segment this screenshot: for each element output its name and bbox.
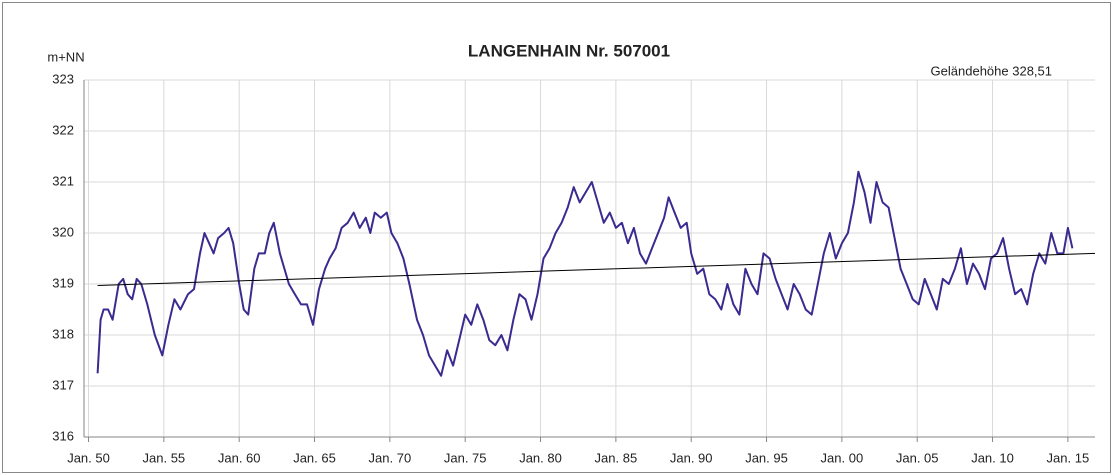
x-tick-label: Jan. 05 <box>896 450 939 465</box>
annotation: Geländehöhe 328,51 <box>931 63 1052 78</box>
x-tick-label: Jan. 60 <box>218 450 261 465</box>
x-tick-label: Jan. 00 <box>821 450 864 465</box>
chart-title: LANGENHAIN Nr. 507001 <box>468 41 670 60</box>
x-tick-label: Jan. 70 <box>369 450 412 465</box>
x-tick-label: Jan. 50 <box>67 450 110 465</box>
y-tick-label: 321 <box>52 173 74 188</box>
x-tick-label: Jan. 10 <box>971 450 1014 465</box>
trend-line <box>97 252 1096 286</box>
y-tick-label: 318 <box>52 326 74 341</box>
y-tick-label: 320 <box>52 224 74 239</box>
y-tick-label: 323 <box>52 71 74 86</box>
x-tick-label: Jan. 80 <box>519 450 562 465</box>
x-tick-label: Jan. 85 <box>595 450 638 465</box>
x-tick-label: Jan. 95 <box>745 450 788 465</box>
y-tick-label: 322 <box>52 122 74 137</box>
y-axis-label: m+NN <box>47 49 84 64</box>
x-tick-label: Jan. 15 <box>1047 450 1090 465</box>
x-tick-label: Jan. 55 <box>143 450 186 465</box>
y-tick-label: 317 <box>52 377 74 392</box>
y-tick-label: 316 <box>52 428 74 443</box>
x-tick-label: Jan. 75 <box>444 450 487 465</box>
y-tick-label: 319 <box>52 275 74 290</box>
x-tick-label: Jan. 65 <box>293 450 336 465</box>
x-tick-label: Jan. 90 <box>670 450 713 465</box>
data-line <box>96 170 1074 377</box>
